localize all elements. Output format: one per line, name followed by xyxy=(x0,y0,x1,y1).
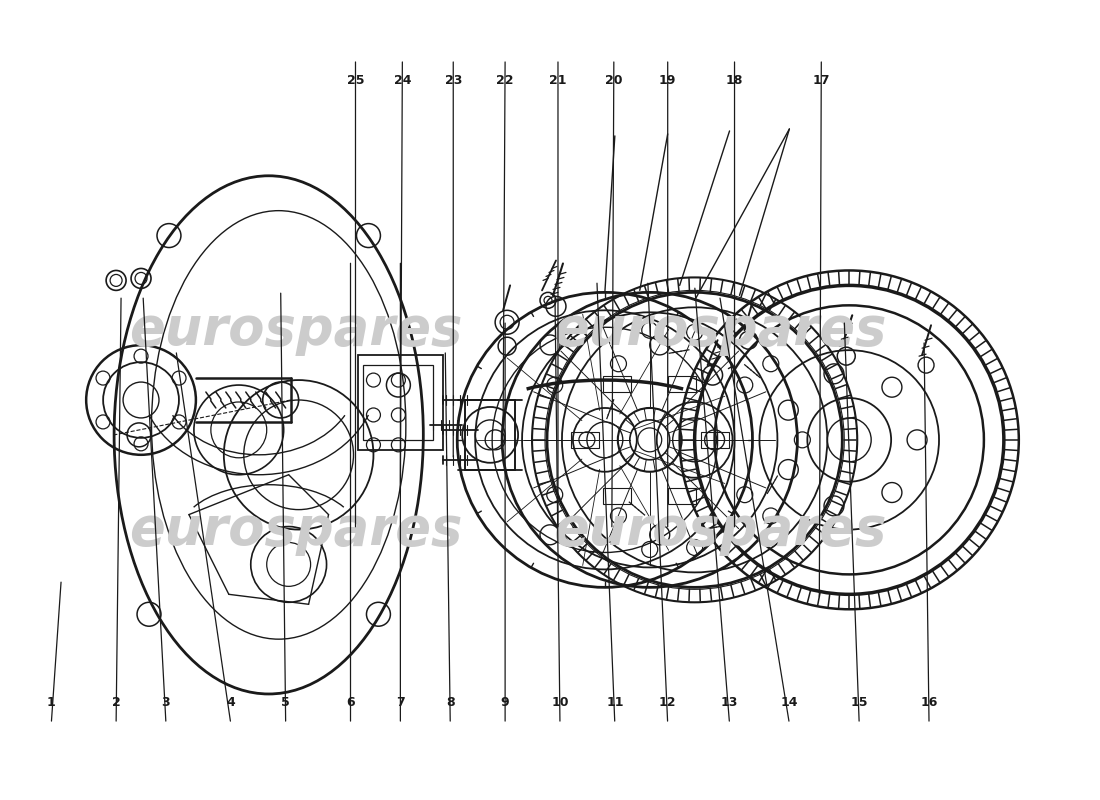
Text: 23: 23 xyxy=(444,74,462,87)
Text: 15: 15 xyxy=(850,696,868,709)
Text: 25: 25 xyxy=(346,74,364,87)
Text: 20: 20 xyxy=(605,74,623,87)
Text: 3: 3 xyxy=(162,696,170,709)
Text: eurospares: eurospares xyxy=(553,503,887,555)
Text: 17: 17 xyxy=(813,74,830,87)
Bar xyxy=(701,432,728,448)
Text: 9: 9 xyxy=(500,696,509,709)
Bar xyxy=(604,488,631,504)
Text: eurospares: eurospares xyxy=(129,503,462,555)
Bar xyxy=(363,365,433,440)
Bar xyxy=(465,400,515,470)
Bar xyxy=(571,432,598,448)
Text: 13: 13 xyxy=(720,696,738,709)
Text: 12: 12 xyxy=(659,696,676,709)
Text: 16: 16 xyxy=(921,696,937,709)
Text: 2: 2 xyxy=(112,696,121,709)
Text: eurospares: eurospares xyxy=(129,304,462,356)
Text: eurospares: eurospares xyxy=(553,304,887,356)
Text: 5: 5 xyxy=(282,696,290,709)
Text: 1: 1 xyxy=(47,696,56,709)
Text: 14: 14 xyxy=(781,696,799,709)
Bar xyxy=(668,488,696,504)
Text: 18: 18 xyxy=(726,74,744,87)
Text: 10: 10 xyxy=(551,696,569,709)
Text: 22: 22 xyxy=(496,74,514,87)
Text: 4: 4 xyxy=(227,696,235,709)
Text: 11: 11 xyxy=(606,696,624,709)
Bar xyxy=(668,376,696,392)
Bar xyxy=(604,376,631,392)
Text: 6: 6 xyxy=(346,696,355,709)
Text: 7: 7 xyxy=(396,696,405,709)
Text: 24: 24 xyxy=(394,74,411,87)
Text: 21: 21 xyxy=(549,74,566,87)
Bar xyxy=(359,355,443,450)
Text: 19: 19 xyxy=(659,74,676,87)
Text: 8: 8 xyxy=(446,696,454,709)
